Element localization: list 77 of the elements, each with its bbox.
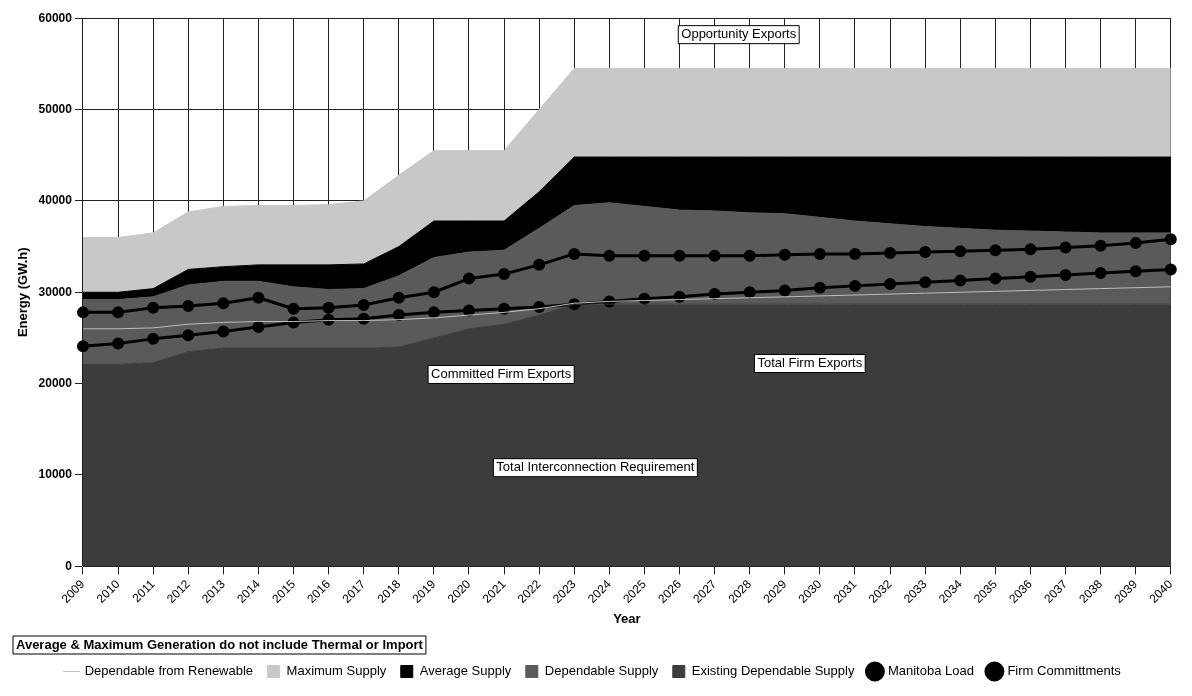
point xyxy=(147,301,160,314)
point xyxy=(217,325,230,338)
point xyxy=(357,299,370,312)
point xyxy=(989,272,1002,285)
point xyxy=(322,301,335,314)
point xyxy=(1024,270,1037,283)
annotation: Opportunity Exports xyxy=(681,26,797,42)
text: Average & Maximum Generation do not include Thermal or Import xyxy=(16,636,424,652)
point xyxy=(603,249,616,262)
point xyxy=(112,306,125,319)
point xyxy=(813,281,826,294)
point xyxy=(989,244,1002,257)
y-tick-label: 30000 xyxy=(38,284,73,299)
annotation: Total Firm Exports xyxy=(757,355,863,371)
y-tick-label: 40000 xyxy=(38,193,73,208)
point xyxy=(392,309,405,322)
point xyxy=(848,279,861,292)
point xyxy=(427,286,440,299)
point xyxy=(708,288,721,301)
legend-label: Maximum Supply xyxy=(286,663,387,679)
point xyxy=(462,272,475,285)
point xyxy=(954,245,967,258)
point xyxy=(708,249,721,262)
point xyxy=(76,340,89,353)
point xyxy=(1129,265,1142,278)
point xyxy=(778,284,791,297)
point xyxy=(252,291,265,304)
point xyxy=(778,248,791,261)
point xyxy=(462,304,475,317)
point xyxy=(182,299,195,312)
point xyxy=(1164,263,1177,276)
point xyxy=(1059,241,1072,254)
legend-label: Firm Committments xyxy=(1007,663,1122,679)
point xyxy=(498,302,511,315)
legend-label: Average Supply xyxy=(419,663,512,679)
point xyxy=(638,249,651,262)
point xyxy=(533,258,546,271)
point xyxy=(919,246,932,259)
point xyxy=(954,274,967,287)
point xyxy=(1059,268,1072,281)
point xyxy=(392,291,405,304)
point xyxy=(1094,267,1107,280)
point xyxy=(182,329,195,342)
point xyxy=(1094,239,1107,252)
point xyxy=(884,246,897,259)
point xyxy=(1024,243,1037,256)
y-tick-label: 60000 xyxy=(38,10,73,25)
point xyxy=(813,247,826,260)
point xyxy=(919,276,932,289)
point xyxy=(848,247,861,260)
y-tick-label: 50000 xyxy=(38,101,73,116)
point xyxy=(252,320,265,333)
y-tick-label: 20000 xyxy=(38,375,73,390)
point xyxy=(217,297,230,310)
y-tick-label: 0 xyxy=(65,558,73,573)
point xyxy=(884,278,897,291)
legend-label: Dependable Supply xyxy=(544,663,659,679)
annotation: Committed Firm Exports xyxy=(431,366,572,382)
point xyxy=(1129,236,1142,249)
point xyxy=(112,337,125,350)
point xyxy=(743,249,756,262)
annotation: Total Interconnection Requirement xyxy=(496,459,695,475)
point xyxy=(76,306,89,319)
point xyxy=(498,268,511,280)
point xyxy=(147,332,160,345)
y-tick-label: 10000 xyxy=(38,467,73,482)
y-axis-title: Energy (GW.h) xyxy=(15,247,31,338)
point xyxy=(743,286,756,299)
x-axis-title: Year xyxy=(613,610,641,626)
legend-label: Existing Dependable Supply xyxy=(691,663,855,679)
point xyxy=(673,249,686,262)
point xyxy=(568,247,581,260)
legend-label: Manitoba Load xyxy=(887,663,974,679)
point xyxy=(427,306,440,319)
point xyxy=(1164,233,1177,246)
point xyxy=(287,302,300,315)
legend-label: Dependable from Renewable xyxy=(84,663,254,679)
